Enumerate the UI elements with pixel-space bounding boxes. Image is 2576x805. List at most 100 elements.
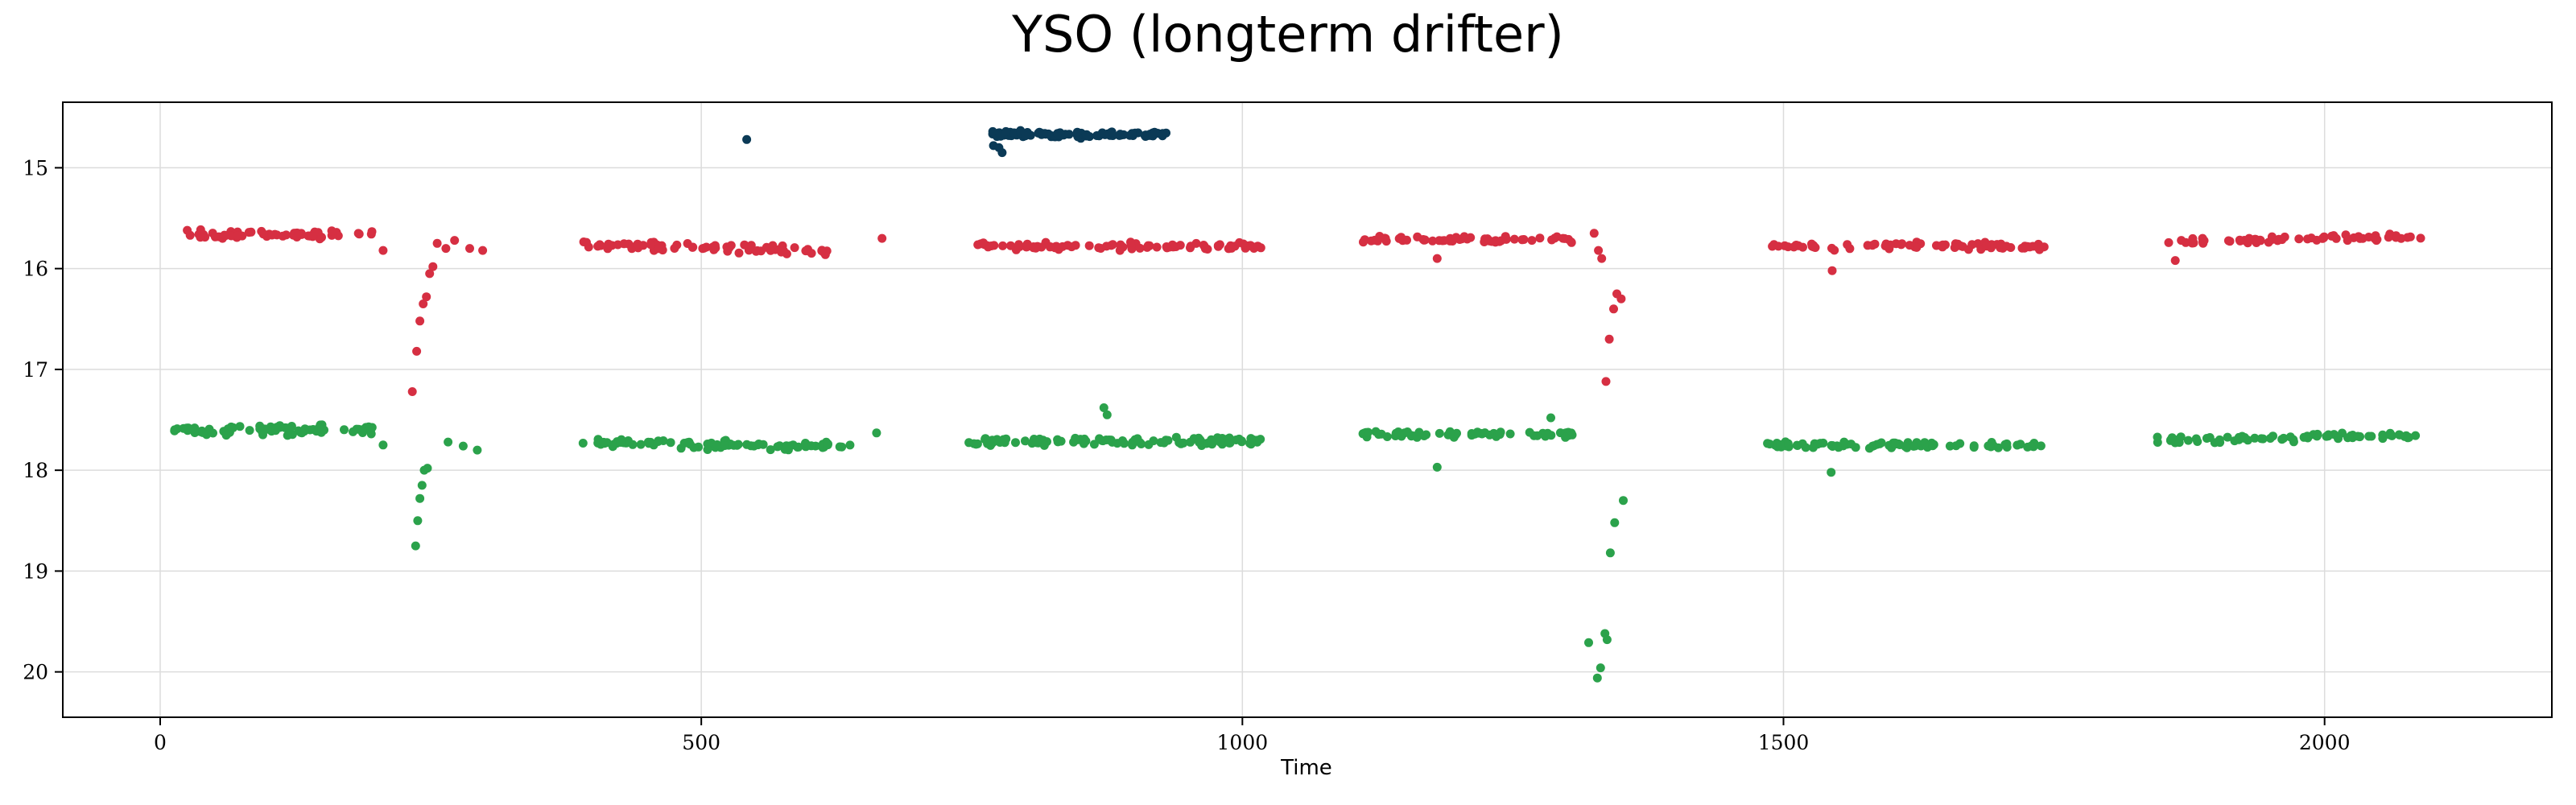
data-point xyxy=(1901,442,1910,452)
data-point xyxy=(754,440,764,448)
data-point xyxy=(807,441,816,451)
data-point xyxy=(1596,663,1605,673)
data-point xyxy=(278,231,287,241)
data-point xyxy=(1099,403,1108,412)
data-point xyxy=(2013,440,2022,450)
data-point xyxy=(1171,432,1181,442)
data-point xyxy=(1253,242,1262,251)
data-point xyxy=(1843,240,1852,250)
data-point xyxy=(255,421,265,431)
data-point xyxy=(1213,242,1223,251)
data-point xyxy=(1428,236,1437,246)
data-point xyxy=(210,232,220,242)
data-point xyxy=(1359,237,1368,247)
data-point xyxy=(1909,441,1918,451)
data-point xyxy=(1394,233,1404,243)
data-point xyxy=(1115,130,1125,140)
data-point xyxy=(1789,242,1798,252)
data-point xyxy=(1487,237,1496,246)
data-point xyxy=(1000,436,1009,445)
data-point xyxy=(1104,436,1114,444)
data-point xyxy=(1880,242,1890,250)
data-point xyxy=(188,424,197,434)
data-point xyxy=(267,230,277,240)
data-point xyxy=(1186,242,1195,251)
data-point xyxy=(257,226,266,236)
data-point xyxy=(608,442,617,452)
data-point xyxy=(1432,462,1442,472)
data-point xyxy=(1605,548,1615,558)
data-point xyxy=(367,423,377,432)
data-point xyxy=(1558,233,1568,243)
data-point xyxy=(1827,266,1837,275)
data-point xyxy=(1195,438,1204,447)
data-point xyxy=(654,244,663,254)
data-point xyxy=(411,541,420,551)
data-point xyxy=(1215,437,1224,447)
data-point xyxy=(1420,235,1430,245)
data-point xyxy=(972,440,980,449)
data-point xyxy=(208,428,217,438)
data-point xyxy=(1150,129,1160,138)
data-point xyxy=(2170,256,2180,266)
data-point xyxy=(2250,433,2260,443)
data-point xyxy=(1561,432,1571,442)
data-point xyxy=(1827,468,1836,477)
data-point xyxy=(1016,126,1026,135)
data-point xyxy=(294,229,303,238)
data-point xyxy=(1011,438,1020,448)
data-point xyxy=(1414,427,1424,437)
data-point xyxy=(817,246,827,256)
x-tick-label: 500 xyxy=(682,731,720,754)
data-point xyxy=(1589,229,1599,238)
data-point xyxy=(596,241,605,250)
data-point xyxy=(1224,438,1234,448)
data-point xyxy=(1157,129,1166,138)
data-point xyxy=(710,241,720,250)
data-point xyxy=(1969,443,1979,452)
data-point xyxy=(2319,233,2329,242)
data-point xyxy=(703,445,712,454)
data-point xyxy=(2405,432,2413,442)
data-point xyxy=(2395,430,2405,440)
data-point xyxy=(782,443,791,452)
data-point xyxy=(1594,246,1604,255)
data-point xyxy=(877,233,887,243)
data-point xyxy=(670,244,679,253)
data-point xyxy=(1071,435,1080,444)
data-point xyxy=(1071,241,1080,250)
data-point xyxy=(1402,235,1411,245)
data-point xyxy=(2244,233,2254,243)
x-axis-ticks: 0 500 1000 1500 2000 xyxy=(154,717,2350,754)
data-point xyxy=(1021,436,1030,446)
data-point xyxy=(1773,242,1783,251)
data-point xyxy=(1604,334,1614,344)
data-point xyxy=(1377,429,1386,439)
data-point xyxy=(1897,240,1906,250)
data-point xyxy=(1375,232,1385,241)
data-point xyxy=(604,239,613,249)
data-point xyxy=(2384,233,2393,242)
data-point xyxy=(1128,440,1137,450)
x-tick-label: 2000 xyxy=(2299,731,2351,754)
data-point xyxy=(235,422,245,431)
data-point xyxy=(2391,231,2401,241)
data-point xyxy=(2193,437,2202,446)
data-point xyxy=(687,242,697,252)
data-point xyxy=(1470,429,1480,439)
data-point xyxy=(2215,435,2224,444)
data-point xyxy=(1937,241,1946,250)
data-point xyxy=(1839,441,1848,451)
data-point xyxy=(845,440,855,450)
data-point xyxy=(1832,441,1842,451)
data-point xyxy=(1038,129,1048,138)
data-point xyxy=(1610,518,1620,527)
data-point xyxy=(412,346,422,356)
data-point xyxy=(317,233,326,242)
chart-title: YSO (longterm drifter) xyxy=(1011,5,1564,64)
data-point xyxy=(1135,243,1145,253)
data-point xyxy=(1102,410,1112,419)
data-point xyxy=(801,246,811,256)
data-point xyxy=(1870,239,1880,249)
